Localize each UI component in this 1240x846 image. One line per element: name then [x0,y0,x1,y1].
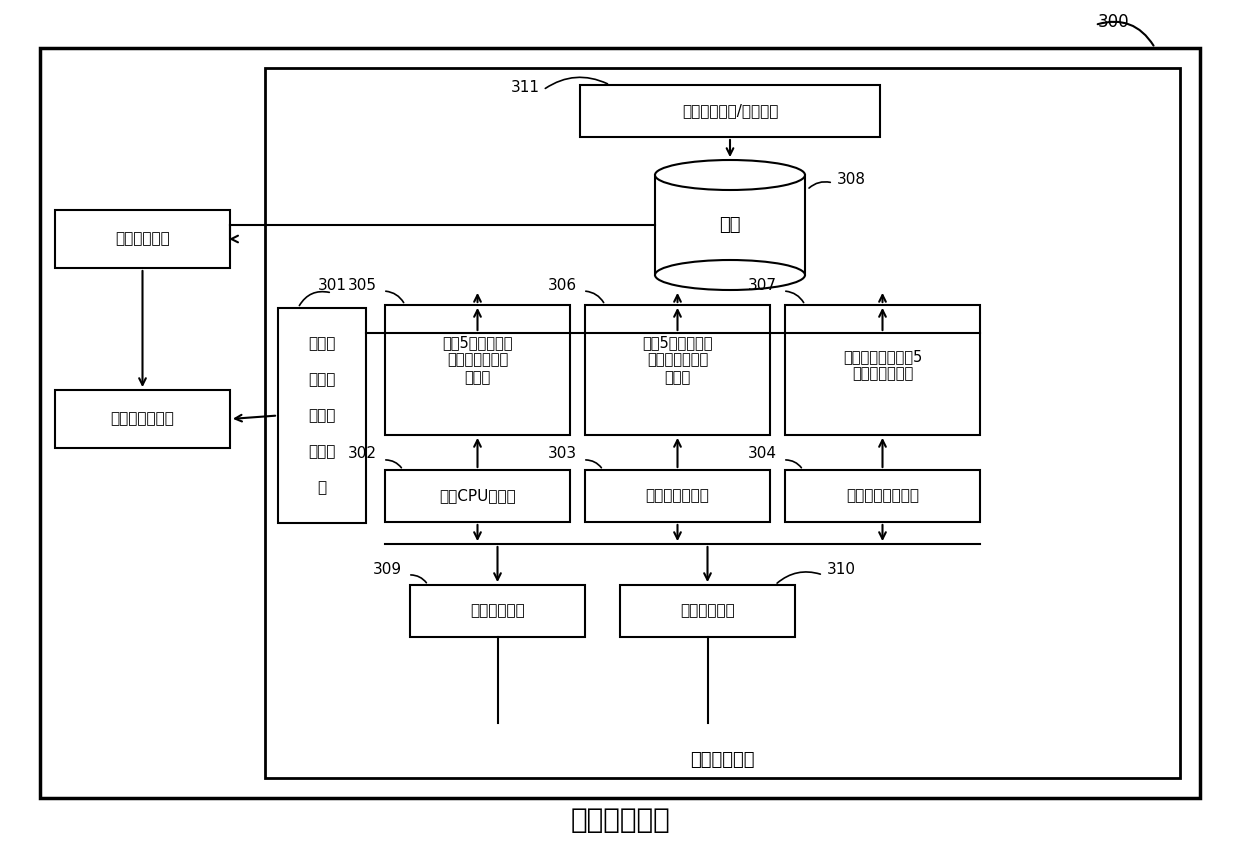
Text: 工作线程池组件: 工作线程池组件 [110,411,175,426]
Text: 程池监: 程池监 [309,372,336,387]
Text: 计算5分钟内的平
均、最大、最小
使用率: 计算5分钟内的平 均、最大、最小 使用率 [443,335,513,385]
Bar [620,585,795,637]
Text: 多线程中间件: 多线程中间件 [570,806,670,834]
Bar [265,68,1180,778]
Bar [384,470,570,522]
Bar [55,210,229,268]
Text: 309: 309 [373,562,402,576]
Text: 计算5分钟内的平
均、最大、最小
使用率: 计算5分钟内的平 均、最大、最小 使用率 [642,335,713,385]
Text: 303: 303 [548,447,577,462]
Bar [585,305,770,435]
Text: 请求分配组件: 请求分配组件 [115,232,170,246]
Text: 缓存: 缓存 [719,216,740,234]
Bar [580,85,880,137]
Text: 计算运行时间超过5
分钟的线程个数: 计算运行时间超过5 分钟的线程个数 [843,349,923,382]
Text: 305: 305 [348,277,377,293]
Text: 310: 310 [827,562,856,576]
Text: 系统状态预警: 系统状态预警 [680,603,735,618]
Bar [585,470,770,522]
Text: 问题线程中断: 问题线程中断 [470,603,525,618]
Bar [40,48,1200,798]
Text: 304: 304 [748,447,777,462]
Text: 311: 311 [511,80,539,96]
Bar [55,390,229,448]
Text: 300: 300 [1097,13,1130,31]
Ellipse shape [655,260,805,290]
Text: 308: 308 [837,173,866,188]
Text: 线程状态查看/参数设置: 线程状态查看/参数设置 [682,103,779,118]
Text: 302: 302 [348,447,377,462]
Bar [785,305,980,435]
Text: 采集内存使用率: 采集内存使用率 [646,488,709,503]
Text: 控管理: 控管理 [309,408,336,423]
Text: 工作线: 工作线 [309,337,336,351]
Bar [785,470,980,522]
Text: 采集CPU使用率: 采集CPU使用率 [439,488,516,503]
Bar [384,305,570,435]
Text: 监控调度组件: 监控调度组件 [691,751,755,769]
Bar [655,175,805,275]
Text: 采集线程工作状态: 采集线程工作状态 [846,488,919,503]
Text: 程: 程 [317,480,326,495]
Text: 301: 301 [317,278,346,294]
Bar [410,585,585,637]
Bar [278,308,366,523]
Text: 307: 307 [748,277,777,293]
Ellipse shape [655,160,805,190]
Text: 定时线: 定时线 [309,444,336,459]
Text: 306: 306 [548,277,577,293]
